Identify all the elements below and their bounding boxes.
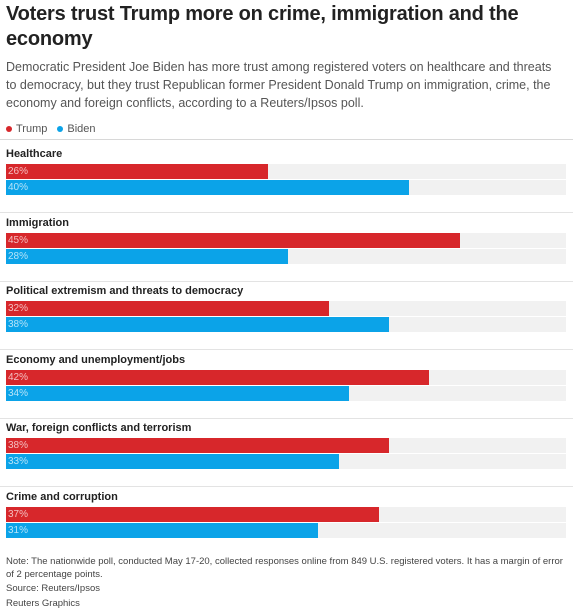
category-divider — [0, 280, 573, 282]
bar-trump-political-extremism-and-threats-to-democracy — [6, 301, 329, 316]
bar-trump-immigration — [6, 232, 460, 248]
legend-divider — [0, 139, 573, 140]
bar-biden-immigration — [6, 248, 289, 264]
category-divider — [0, 417, 573, 419]
bar-trump-economy-and-unemployment-jobs — [6, 369, 430, 385]
bar-trump-healthcare — [6, 164, 269, 179]
category-divider — [0, 212, 573, 213]
legend-item-trump: Trump — [6, 123, 47, 135]
credit-line: Reuters Graphics — [6, 598, 80, 609]
value-label-trump-political-extremism-and-threats-to-democracy: 32% — [8, 303, 29, 314]
category-label-war-foreign-conflicts-and-terrorism: War, foreign conflicts and terrorism — [6, 422, 192, 434]
legend-swatch-trump — [6, 126, 12, 132]
legend: Trump Biden — [6, 123, 96, 135]
source-line: Source: Reuters/Ipsos — [6, 583, 100, 594]
category-divider — [0, 349, 573, 350]
value-label-trump-war-foreign-conflicts-and-terrorism: 38% — [8, 440, 29, 451]
bar-biden-crime-and-corruption — [6, 522, 319, 538]
bar-trump-crime-and-corruption — [6, 506, 379, 522]
category-divider — [0, 486, 573, 487]
value-label-biden-crime-and-corruption: 31% — [8, 524, 29, 536]
value-label-biden-war-foreign-conflicts-and-terrorism: 33% — [8, 456, 29, 467]
chart-subtitle: Democratic President Joe Biden has more … — [6, 60, 552, 110]
bar-biden-war-foreign-conflicts-and-terrorism — [6, 454, 339, 469]
legend-label-biden: Biden — [67, 123, 96, 135]
legend-label-trump: Trump — [16, 123, 48, 135]
legend-item-biden: Biden — [57, 123, 96, 135]
category-label-economy-and-unemployment-jobs: Economy and unemployment/jobs — [6, 353, 186, 366]
category-label-immigration: Immigration — [6, 216, 69, 229]
bar-biden-political-extremism-and-threats-to-democracy — [6, 317, 390, 332]
bar-trump-war-foreign-conflicts-and-terrorism — [6, 438, 390, 453]
value-label-trump-healthcare: 26% — [8, 166, 29, 177]
category-label-political-extremism-and-threats-to-democracy: Political extremism and threats to democ… — [6, 285, 244, 297]
value-label-biden-immigration: 28% — [8, 250, 29, 262]
value-label-trump-economy-and-unemployment-jobs: 42% — [8, 371, 29, 383]
value-label-biden-political-extremism-and-threats-to-democracy: 38% — [8, 319, 29, 330]
legend-swatch-biden — [57, 126, 64, 132]
category-label-healthcare: Healthcare — [6, 148, 63, 160]
value-label-trump-immigration: 45% — [8, 234, 29, 246]
value-label-biden-healthcare: 40% — [8, 182, 29, 193]
bar-biden-economy-and-unemployment-jobs — [6, 385, 349, 401]
bar-biden-healthcare — [6, 180, 410, 195]
value-label-trump-crime-and-corruption: 37% — [8, 508, 29, 520]
value-label-biden-economy-and-unemployment-jobs: 34% — [8, 387, 29, 399]
chart-title: Voters trust Trump more on crime, immigr… — [6, 3, 519, 50]
category-label-crime-and-corruption: Crime and corruption — [6, 490, 118, 503]
footnote: Note: The nationwide poll, conducted May… — [6, 556, 563, 580]
